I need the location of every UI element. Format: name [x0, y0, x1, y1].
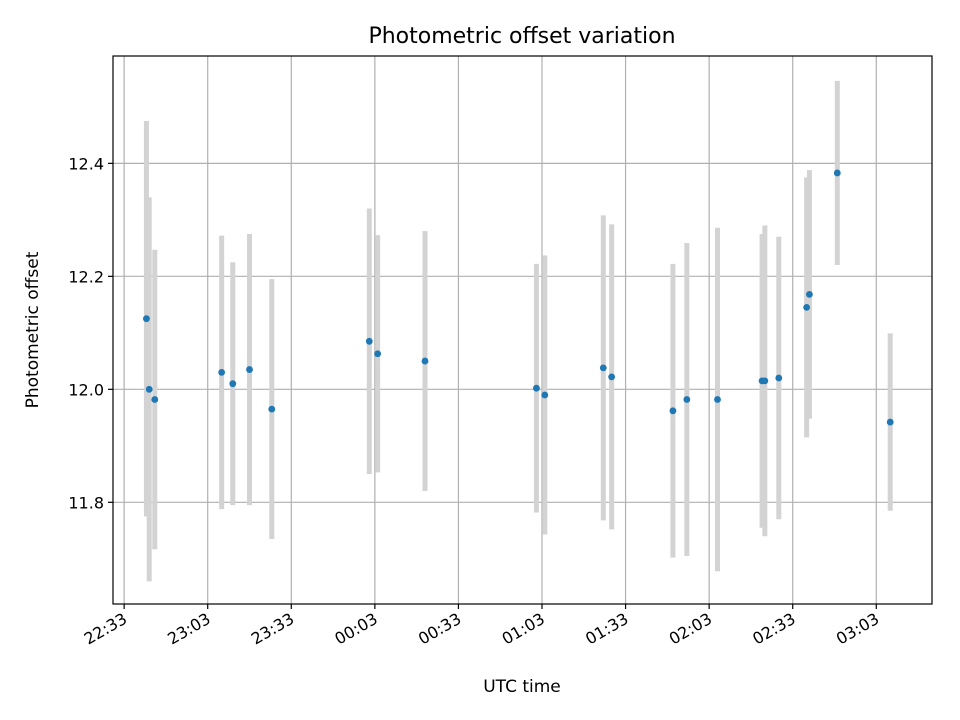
y-tick-label: 12.4 [68, 154, 104, 173]
data-point [421, 357, 429, 365]
x-tick-label: 23:03 [164, 609, 213, 649]
data-point [145, 385, 153, 393]
data-points [143, 169, 894, 426]
x-tick-label: 00:33 [415, 609, 464, 649]
x-axis-ticks: 22:33 23:03 23:33 00:03 00:33 01:03 01:33 02:03… [81, 604, 882, 649]
data-point [669, 407, 677, 415]
x-tick-label: 23:33 [248, 609, 297, 649]
data-point [365, 337, 373, 345]
data-point [541, 391, 549, 399]
data-point [683, 396, 691, 403]
data-point [775, 374, 783, 382]
y-tick-label: 12.2 [68, 267, 104, 286]
data-point [806, 291, 813, 298]
data-point [886, 418, 894, 426]
data-point [229, 380, 237, 388]
chart-title: Photometric offset variation [368, 24, 675, 49]
x-tick-label: 01:03 [499, 609, 548, 649]
x-tick-label: 03:03 [833, 609, 882, 649]
data-point [374, 350, 382, 358]
x-tick-label: 22:33 [81, 609, 130, 649]
data-point [151, 396, 159, 403]
data-point [143, 315, 150, 323]
data-point [218, 368, 226, 376]
data-point [246, 366, 253, 373]
data-point [803, 304, 811, 311]
y-tick-label: 11.8 [68, 493, 104, 512]
x-tick-label: 02:33 [749, 609, 798, 649]
x-tick-label: 02:03 [666, 609, 715, 649]
data-point [533, 384, 540, 392]
x-tick-label: 00:03 [331, 609, 380, 649]
y-axis-ticks: 11.8 12.0 12.2 12.4 [68, 154, 113, 512]
data-point [833, 169, 841, 177]
data-point [714, 396, 721, 403]
data-point [608, 373, 616, 381]
error-bars [143, 80, 893, 582]
y-tick-label: 12.0 [68, 380, 104, 399]
x-tick-label: 01:33 [582, 609, 631, 649]
data-point [761, 377, 769, 385]
data-point [599, 364, 607, 372]
plot-area-frame [112, 55, 933, 605]
y-axis-label: Photometric offset [23, 251, 43, 408]
x-axis-label: UTC time [483, 677, 561, 697]
data-point [268, 405, 276, 413]
